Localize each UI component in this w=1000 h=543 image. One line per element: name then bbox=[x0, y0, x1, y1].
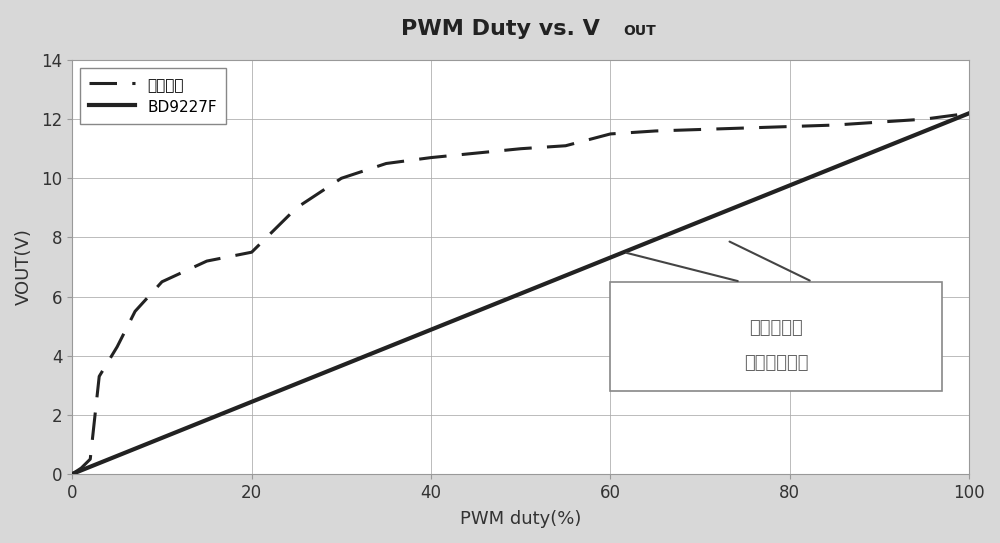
FancyBboxPatch shape bbox=[610, 282, 942, 391]
X-axis label: PWM duty(%): PWM duty(%) bbox=[460, 510, 581, 528]
Text: 可高精度控制: 可高精度控制 bbox=[744, 354, 809, 372]
Text: 输出线性，: 输出线性， bbox=[749, 319, 803, 337]
Text: OUT: OUT bbox=[623, 24, 656, 39]
Legend: 分立结构, BD9227F: 分立结构, BD9227F bbox=[80, 68, 226, 124]
Y-axis label: VOUT(V): VOUT(V) bbox=[15, 229, 33, 305]
Text: PWM Duty vs. V: PWM Duty vs. V bbox=[401, 19, 599, 39]
